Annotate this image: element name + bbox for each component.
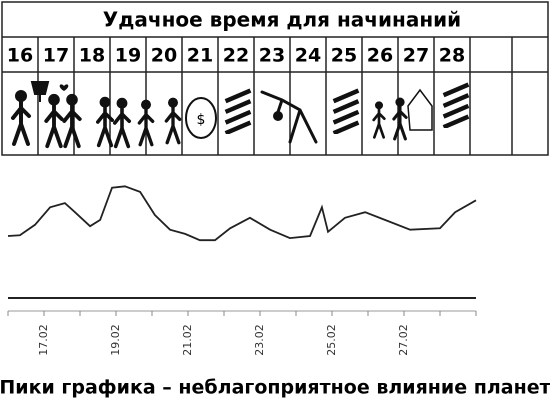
icon-figure xyxy=(392,96,408,141)
icon-dollar: $ xyxy=(197,112,206,128)
day-number: 20 xyxy=(151,45,177,67)
icon-heart xyxy=(59,84,69,91)
icon-figure xyxy=(164,96,182,145)
icon-figure xyxy=(62,92,82,149)
table-border xyxy=(1,1,549,156)
day-number: 24 xyxy=(295,45,321,67)
icon-figure xyxy=(112,96,132,149)
icon-figure xyxy=(44,92,64,149)
caption: Пики графика – неблагоприятное влияние п… xyxy=(0,377,550,399)
day-number: 16 xyxy=(7,45,33,67)
icon-stripes xyxy=(334,91,359,134)
day-number: 19 xyxy=(115,45,141,67)
day-number: 17 xyxy=(43,45,69,67)
x-tick-label: 19.02 xyxy=(109,324,122,356)
icon-moneybag xyxy=(185,97,217,139)
table: Удачное время для начинаний 16 17 18 19 20 21… xyxy=(1,1,549,156)
icons: $ xyxy=(13,81,469,149)
icon-figure xyxy=(13,90,29,144)
day-number: 25 xyxy=(331,45,357,67)
icon-stripes xyxy=(444,85,469,128)
x-tick-label: 23.02 xyxy=(253,324,266,356)
x-tick-label: 27.02 xyxy=(397,324,410,356)
day-number: 26 xyxy=(367,45,393,67)
x-tick-label: 21.02 xyxy=(181,324,194,356)
icon-stripes xyxy=(226,91,251,134)
day-number: 22 xyxy=(223,45,249,67)
columns: 16 17 18 19 20 21 22 23 24 25 26 27 28 xyxy=(7,37,471,155)
data-line xyxy=(7,185,477,242)
table-title: Удачное время для начинаний xyxy=(103,8,461,32)
day-number: 27 xyxy=(403,45,429,67)
day-number: 21 xyxy=(187,45,213,67)
icon-head xyxy=(273,111,283,121)
x-tick-label: 17.02 xyxy=(37,324,50,356)
day-number: 18 xyxy=(79,45,105,67)
icon-cup xyxy=(30,81,50,102)
plot: 17.02 19.02 21.02 23.02 25.02 27.02 xyxy=(7,185,477,356)
icon-house xyxy=(407,88,433,131)
day-number: 28 xyxy=(439,45,465,67)
icon-stretch xyxy=(260,90,318,144)
icon-figure xyxy=(372,100,386,139)
day-number: 23 xyxy=(259,45,285,67)
x-tick-label: 25.02 xyxy=(325,324,338,356)
